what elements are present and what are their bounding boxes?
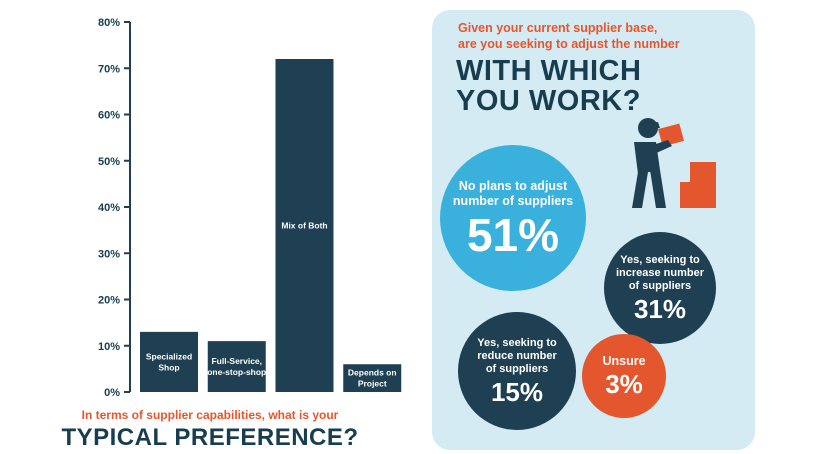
bar <box>207 341 266 392</box>
result-label-line: Unsure <box>602 354 646 368</box>
y-tick-label: 80% <box>98 17 120 29</box>
chart-question: In terms of supplier capabilities, what … <box>81 408 339 422</box>
bar-label: Mix of Both <box>281 221 327 231</box>
bar-label: one-stop-shop <box>207 367 266 377</box>
result-label-line: of suppliers <box>628 280 692 292</box>
result-unsure: Unsure 3% <box>582 334 666 418</box>
result-value: 51% <box>466 208 560 261</box>
y-tick-label: 0% <box>104 387 120 399</box>
result-label-line: Yes, seeking to <box>620 254 700 266</box>
bar-label: Shop <box>158 362 179 372</box>
y-tick-label: 70% <box>98 63 120 75</box>
bar-chart: 0% 10% 20% 30% 40% 50% 60% 70% 80% SpecializedSho… <box>98 17 402 399</box>
result-no-plans: No plans to adjust number of suppliers 5… <box>440 145 586 291</box>
y-tick-label: 20% <box>98 295 120 307</box>
y-tick-label: 60% <box>98 110 120 122</box>
panel-headline: WITH WHICH YOU WORK? <box>456 56 746 116</box>
result-reduce: Yes, seeking to reduce number of supplie… <box>458 312 576 430</box>
panel-question: Given your current supplier base, are yo… <box>458 20 748 52</box>
y-tick-label: 30% <box>98 248 120 260</box>
result-value: 3% <box>605 369 643 399</box>
result-value: 31% <box>633 294 687 324</box>
result-label-line: Yes, seeking to <box>477 337 557 349</box>
chart-headline: TYPICAL PREFERENCE? <box>61 424 359 451</box>
bar-label: Depends on <box>348 368 397 378</box>
bar-label: Specialized <box>146 351 192 361</box>
result-value: 15% <box>490 377 544 407</box>
result-label-line: No plans to adjust <box>458 178 568 193</box>
panel-question-line-2: are you seeking to adjust the number <box>458 37 680 51</box>
bar <box>343 364 402 392</box>
worker-lifting-boxes-icon <box>632 118 716 208</box>
bar-label: Project <box>358 379 387 389</box>
y-tick-label: 50% <box>98 156 120 168</box>
y-tick-label: 40% <box>98 202 120 214</box>
result-label-line: increase number <box>615 267 705 279</box>
panel-headline-line-1: WITH WHICH <box>456 55 642 87</box>
result-label-line: number of suppliers <box>452 193 574 208</box>
result-label-line: of suppliers <box>485 363 549 375</box>
result-label-line: reduce number <box>477 350 557 362</box>
bar <box>275 59 334 392</box>
panel-headline-line-2: YOU WORK? <box>456 85 641 117</box>
y-tick-label: 10% <box>98 341 120 353</box>
bar-label: Full-Service, <box>211 356 262 366</box>
result-increase: Yes, seeking to increase number of suppl… <box>604 232 716 344</box>
bar <box>140 331 198 392</box>
panel-question-line-1: Given your current supplier base, <box>458 21 658 35</box>
